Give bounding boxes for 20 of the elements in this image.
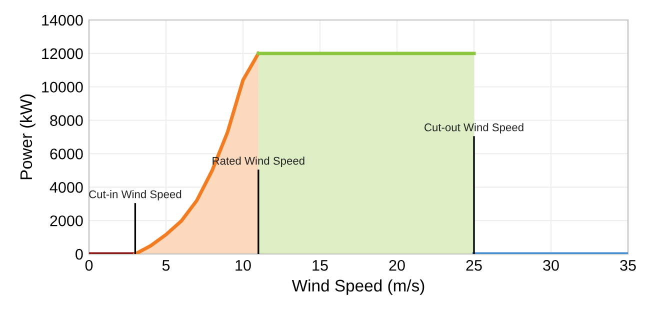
y-tick-label: 12000 bbox=[42, 48, 83, 60]
x-tick-label: 0 bbox=[85, 260, 93, 271]
ref-line-label: Cut-in Wind Speed bbox=[89, 190, 182, 200]
y-tick-label: 0 bbox=[76, 248, 83, 260]
y-tick-label: 8000 bbox=[50, 115, 83, 126]
y-tick-label: 10000 bbox=[42, 82, 83, 93]
y-tick-label: 6000 bbox=[50, 148, 83, 160]
x-tick-label: 20 bbox=[389, 260, 405, 271]
x-tick-label: 25 bbox=[466, 260, 482, 271]
x-tick-label: 30 bbox=[543, 260, 559, 271]
ref-line-label: Cut-out Wind Speed bbox=[424, 123, 524, 134]
x-tick-label: 35 bbox=[620, 260, 636, 271]
y-tick-label: 2000 bbox=[50, 215, 83, 226]
y-tick-label: 14000 bbox=[42, 14, 83, 26]
y-tick-label: 4000 bbox=[50, 182, 83, 193]
y-axis-title: Power (kW) bbox=[20, 94, 36, 180]
x-axis-title: Wind Speed (m/s) bbox=[292, 279, 424, 295]
x-tick-label: 5 bbox=[162, 260, 170, 271]
x-tick-label: 10 bbox=[236, 260, 251, 271]
x-tick-label: 15 bbox=[312, 260, 328, 271]
